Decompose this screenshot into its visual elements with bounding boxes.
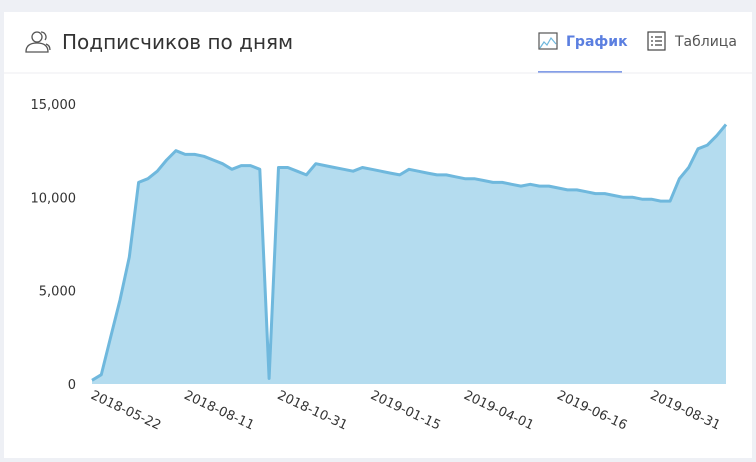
x-tick-label: 2019-08-31 <box>648 388 723 434</box>
x-tick-label: 2018-05-22 <box>88 388 163 434</box>
x-tick-label: 2019-06-16 <box>554 388 629 434</box>
widget-title: Подписчиков по дням <box>62 30 293 54</box>
users-icon <box>25 31 51 53</box>
tab-table[interactable]: Таблица <box>674 34 737 50</box>
y-tick-label: 15,000 <box>31 98 77 113</box>
area <box>92 124 726 384</box>
chart-tab-icon[interactable] <box>538 32 558 50</box>
x-tick-label: 2018-08-11 <box>182 388 257 434</box>
plot: 0 5,000 10,000 15,000 2018-05-22 2018-08-11 20… <box>31 98 728 434</box>
y-tick-label: 5,000 <box>39 285 76 300</box>
x-tick-label: 2019-04-01 <box>461 388 536 434</box>
y-tick-label: 10,000 <box>31 191 77 206</box>
y-tick-label: 0 <box>68 378 76 393</box>
table-tab-icon[interactable] <box>647 31 666 51</box>
x-tick-label: 2018-10-31 <box>275 388 350 434</box>
x-tick-label: 2019-01-15 <box>368 388 443 434</box>
line <box>91 123 728 382</box>
tab-chart[interactable]: График <box>566 34 628 50</box>
